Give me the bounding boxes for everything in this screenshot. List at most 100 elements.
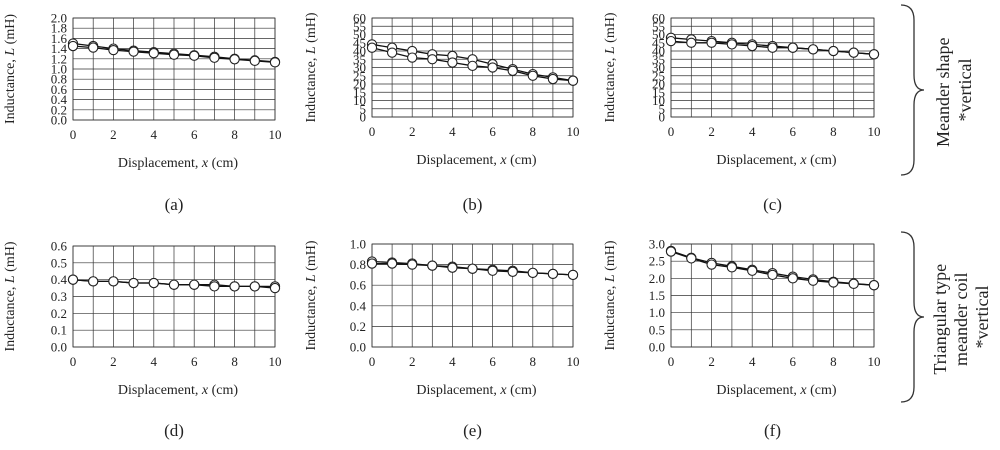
y-tick-label: 35 <box>652 52 665 67</box>
data-point <box>229 281 240 292</box>
y-tick-label: 0.8 <box>350 257 366 272</box>
x-tick-label: 8 <box>530 124 537 139</box>
y-tick-label: 0.4 <box>51 92 68 107</box>
x-tick-label: 10 <box>269 354 282 369</box>
x-axis-label: Displacement, x (cm) <box>416 153 536 168</box>
y-tick-label: 15 <box>353 85 366 100</box>
x-axis-label: Displacement, x (cm) <box>416 383 536 398</box>
x-axis-label: Displacement, x (cm) <box>118 383 238 398</box>
y-tick-label: 55 <box>652 19 665 34</box>
y-tick-label: 5 <box>360 101 367 116</box>
y-tick-label: 50 <box>353 27 366 42</box>
data-point <box>807 44 819 55</box>
y-tick-label: 15 <box>652 85 665 100</box>
plot-frame <box>72 245 276 348</box>
data-point <box>706 37 717 48</box>
data-point <box>189 50 200 61</box>
x-tick-label: 6 <box>790 354 797 369</box>
data-point <box>868 49 880 60</box>
y-tick-label: 1.2 <box>51 51 67 66</box>
row-label-bottom-line-1: Triangular type <box>930 264 950 375</box>
data-point <box>507 65 518 76</box>
y-axis-label: Inductance, L (mH) <box>304 240 319 350</box>
y-tick-label: 50 <box>652 27 665 42</box>
data-point <box>686 37 697 48</box>
x-tick-label: 6 <box>191 127 198 142</box>
y-tick-label: 1.8 <box>51 21 67 36</box>
data-point <box>229 54 240 65</box>
x-tick-label: 0 <box>668 124 675 139</box>
row-label-bottom-line-3: *vertical <box>972 286 992 349</box>
data-point <box>686 253 697 264</box>
data-point <box>189 279 200 290</box>
y-tick-label: 25 <box>652 68 665 83</box>
y-tick-label: 2.0 <box>51 11 67 26</box>
x-tick-label: 2 <box>409 124 416 139</box>
y-tick-label: 30 <box>652 60 665 75</box>
data-point <box>828 277 839 288</box>
data-point <box>128 46 139 57</box>
row-label-top-line-2: *vertical <box>955 59 975 122</box>
x-axis-label: Displacement, x (cm) <box>716 383 836 398</box>
y-tick-label: 0.4 <box>350 298 367 313</box>
y-tick-label: 0.6 <box>350 278 367 293</box>
y-tick-label: 60 <box>353 11 366 26</box>
data-point <box>767 269 778 281</box>
y-tick-label: 0.0 <box>51 113 67 128</box>
row-label-bottom: Triangular type meander coil *vertical <box>930 259 992 374</box>
x-tick-label: 4 <box>151 127 158 142</box>
panel-caption: (f) <box>764 421 781 440</box>
y-tick-label: 55 <box>353 19 366 34</box>
x-tick-label: 2 <box>110 354 117 369</box>
y-tick-label: 0 <box>360 110 367 125</box>
y-tick-label: 0.8 <box>51 72 67 87</box>
panel-caption: (c) <box>763 195 782 214</box>
data-point <box>407 52 418 63</box>
x-tick-label: 0 <box>369 354 376 369</box>
x-tick-label: 8 <box>830 124 837 139</box>
data-point <box>447 57 458 68</box>
y-tick-label: 1.0 <box>649 305 665 320</box>
y-tick-label: 0.2 <box>51 102 67 117</box>
data-point <box>209 281 220 292</box>
x-tick-label: 10 <box>868 354 881 369</box>
data-point <box>366 42 378 53</box>
y-tick-label: 1.0 <box>51 62 67 77</box>
x-tick-label: 10 <box>868 124 881 139</box>
y-tick-label: 0.2 <box>51 306 67 321</box>
x-tick-label: 8 <box>530 354 537 369</box>
data-point <box>787 273 798 284</box>
data-point <box>706 259 717 270</box>
y-tick-label: 5 <box>659 101 666 116</box>
y-axis-label: Inductance, L (mH) <box>603 240 618 350</box>
x-tick-label: 4 <box>449 124 456 139</box>
y-tick-label: 1.4 <box>51 41 68 56</box>
data-point <box>427 54 438 65</box>
y-tick-label: 0.2 <box>350 319 366 334</box>
data-point <box>108 44 119 56</box>
y-tick-label: 1.5 <box>649 288 665 303</box>
data-point <box>767 42 778 53</box>
data-point <box>547 73 559 85</box>
data-point <box>567 75 579 86</box>
x-tick-label: 8 <box>231 354 238 369</box>
data-point <box>447 262 458 273</box>
x-tick-label: 4 <box>749 354 756 369</box>
y-tick-label: 0.3 <box>51 289 67 304</box>
data-point <box>209 52 220 63</box>
x-tick-label: 2 <box>708 124 715 139</box>
row-label-bottom-line-2: meander coil <box>951 273 971 366</box>
y-tick-label: 0.6 <box>51 239 68 254</box>
y-tick-label: 40 <box>652 44 665 59</box>
x-tick-label: 2 <box>708 354 715 369</box>
y-tick-label: 45 <box>353 35 366 50</box>
data-point <box>567 269 579 281</box>
x-tick-label: 2 <box>110 127 117 142</box>
data-point <box>807 275 819 286</box>
x-tick-label: 4 <box>449 354 456 369</box>
data-point <box>67 274 79 285</box>
plot-frame <box>72 17 276 121</box>
y-tick-label: 3.0 <box>649 237 665 252</box>
y-tick-label: 0.4 <box>51 272 68 287</box>
